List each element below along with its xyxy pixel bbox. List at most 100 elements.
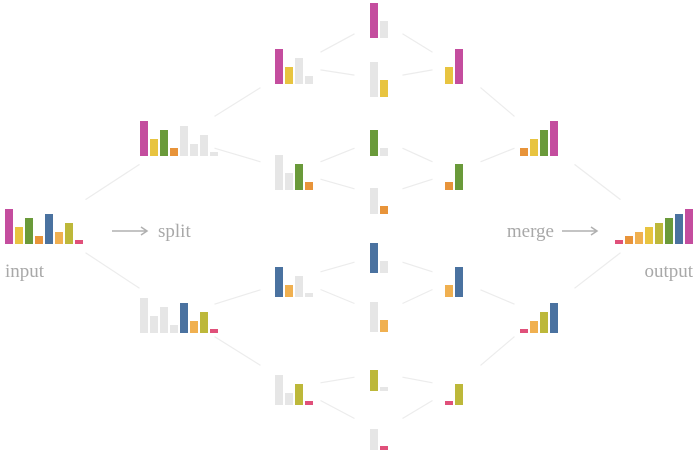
bar bbox=[65, 223, 73, 244]
connector bbox=[214, 147, 261, 163]
bar bbox=[380, 206, 388, 214]
bar bbox=[455, 384, 463, 405]
bar bbox=[15, 227, 23, 244]
connector bbox=[85, 252, 140, 289]
bar bbox=[170, 148, 178, 156]
connector bbox=[320, 261, 355, 273]
split-label: split bbox=[158, 221, 191, 242]
bar bbox=[445, 285, 453, 297]
bar bbox=[520, 148, 528, 156]
connector bbox=[402, 376, 433, 384]
connector bbox=[480, 289, 515, 305]
bar bbox=[675, 214, 683, 244]
bar bbox=[305, 401, 313, 405]
bar bbox=[380, 446, 388, 450]
connectors bbox=[85, 33, 621, 420]
bar bbox=[275, 49, 283, 84]
bar bbox=[275, 267, 283, 297]
bar bbox=[295, 58, 303, 84]
bar bbox=[140, 298, 148, 333]
bar bbox=[285, 173, 293, 190]
bar bbox=[200, 135, 208, 156]
bar bbox=[210, 152, 218, 156]
bar bbox=[540, 130, 548, 156]
connector bbox=[480, 87, 515, 117]
bar bbox=[445, 182, 453, 190]
bar bbox=[455, 164, 463, 190]
bar bbox=[295, 276, 303, 297]
bar bbox=[275, 155, 283, 190]
bar bbox=[370, 243, 378, 273]
bar bbox=[530, 139, 538, 156]
bar bbox=[685, 209, 693, 244]
bar bbox=[305, 293, 313, 297]
bar bbox=[665, 218, 673, 244]
connector bbox=[402, 288, 433, 305]
bar bbox=[370, 302, 378, 332]
bar bbox=[370, 3, 378, 38]
bar bbox=[45, 214, 53, 244]
connector bbox=[320, 178, 355, 190]
bar bbox=[35, 236, 43, 244]
bar bbox=[370, 188, 378, 214]
connector bbox=[574, 252, 621, 289]
connector bbox=[320, 376, 355, 384]
bar bbox=[550, 303, 558, 333]
bar bbox=[370, 370, 378, 391]
connector bbox=[214, 336, 261, 366]
bar bbox=[170, 325, 178, 333]
bar bbox=[150, 139, 158, 156]
connector bbox=[85, 163, 140, 201]
bar bbox=[285, 393, 293, 405]
bar bbox=[380, 320, 388, 332]
connector bbox=[574, 163, 621, 201]
connector bbox=[480, 147, 515, 163]
bar bbox=[210, 329, 218, 333]
connector bbox=[402, 147, 433, 163]
bar bbox=[305, 76, 313, 84]
connector bbox=[320, 288, 355, 305]
connector bbox=[320, 399, 355, 420]
bar bbox=[635, 232, 643, 244]
connector bbox=[402, 33, 433, 53]
bar bbox=[380, 261, 388, 273]
bar bbox=[445, 401, 453, 405]
bar bbox=[540, 312, 548, 333]
bar bbox=[150, 316, 158, 333]
bar bbox=[455, 267, 463, 297]
output-label: output bbox=[644, 261, 693, 282]
bar bbox=[160, 130, 168, 156]
bar bbox=[380, 21, 388, 38]
bar bbox=[180, 303, 188, 333]
bar bbox=[275, 375, 283, 405]
bar bbox=[25, 218, 33, 244]
connector bbox=[480, 336, 515, 366]
bar bbox=[550, 121, 558, 156]
bar bbox=[625, 236, 633, 244]
connector bbox=[402, 69, 433, 76]
bar bbox=[180, 126, 188, 156]
connector bbox=[214, 289, 261, 305]
bar bbox=[295, 384, 303, 405]
split-arrow bbox=[112, 226, 149, 236]
bar bbox=[75, 240, 83, 244]
bar bbox=[295, 164, 303, 190]
bar bbox=[370, 429, 378, 450]
connector bbox=[320, 33, 355, 53]
connector bbox=[402, 261, 433, 273]
bar bbox=[285, 67, 293, 84]
connector bbox=[402, 178, 433, 190]
bar bbox=[530, 321, 538, 333]
connector bbox=[402, 399, 433, 420]
bar bbox=[380, 387, 388, 391]
bar bbox=[445, 67, 453, 84]
merge-label: merge bbox=[507, 221, 554, 242]
connector bbox=[320, 69, 355, 76]
bar bbox=[380, 80, 388, 97]
bar bbox=[140, 121, 148, 156]
bar bbox=[190, 321, 198, 333]
bar bbox=[160, 307, 168, 333]
bar bbox=[380, 148, 388, 156]
bar bbox=[305, 182, 313, 190]
